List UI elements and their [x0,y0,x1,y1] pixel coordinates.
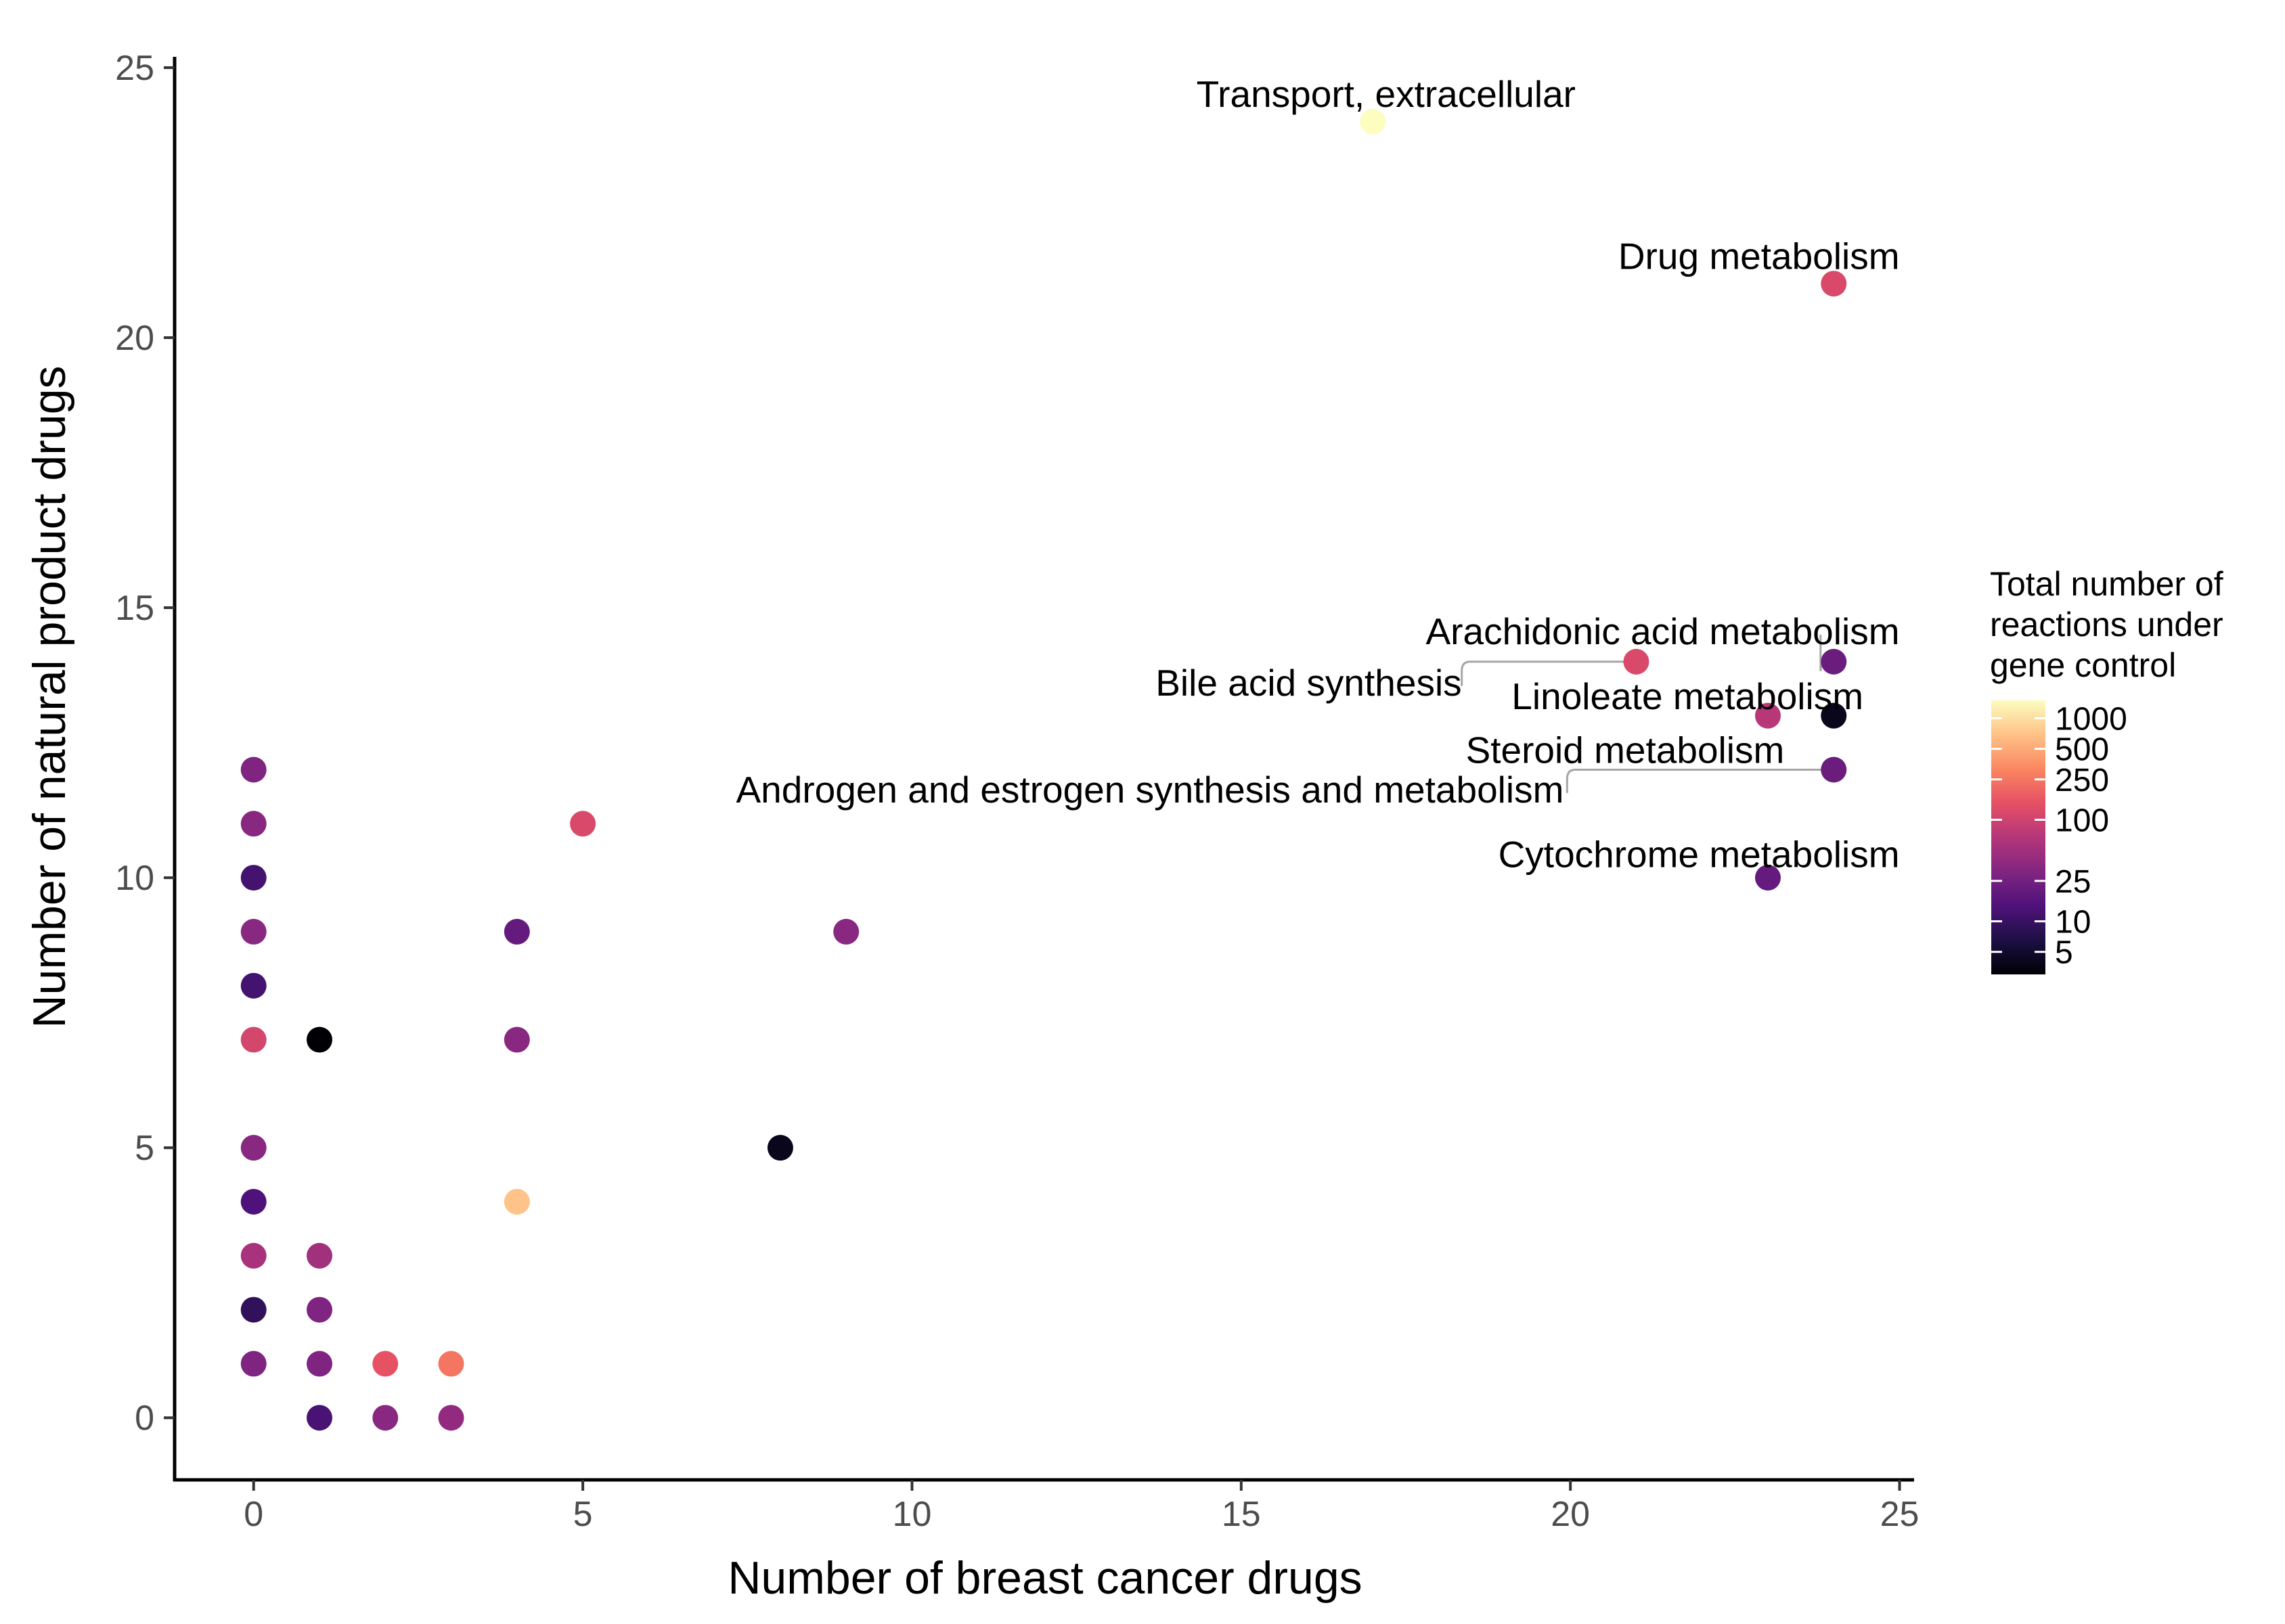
data-point [240,1188,267,1215]
data-point [438,1405,464,1431]
y-tick-label: 10 [115,859,154,898]
data-point [1755,702,1781,729]
data-point [240,1027,267,1053]
point-annotation: Androgen and estrogen synthesis and meta… [736,769,1563,811]
data-point [1360,108,1386,135]
point-annotation: Steroid metabolism [1466,729,1785,771]
data-point [240,1351,267,1377]
data-point [240,811,267,837]
data-point [438,1351,464,1377]
data-point [504,918,530,945]
legend-break-label: 100 [2055,803,2109,838]
x-axis-title: Number of breast cancer drugs [728,1552,1362,1604]
legend-break-label: 500 [2055,732,2109,768]
data-point [307,1405,332,1431]
data-points [240,108,1847,1431]
data-point [372,1405,399,1431]
data-point [1821,757,1847,783]
x-tick-label: 10 [893,1495,932,1534]
y-tick-label: 20 [115,319,154,358]
point-annotation: Bile acid synthesis [1155,662,1461,704]
legend-title-line-3: gene control [1990,646,2176,684]
data-point [570,811,596,837]
data-point [240,865,267,891]
data-point [1821,271,1847,297]
x-tick-label: 0 [244,1495,263,1534]
point-annotation: Cytochrome metabolism [1499,834,1900,876]
legend-colorbar [1991,700,2045,974]
legend-title-line-1: Total number of [1990,565,2223,603]
x-tick-label: 25 [1880,1495,1920,1534]
y-tick-label: 15 [115,589,154,628]
data-point [240,757,267,783]
y-axis-ticks: 0 5 10 15 20 25 [115,49,175,1438]
data-point [240,1135,267,1161]
legend-break-label: 5 [2055,935,2073,971]
data-point [833,918,860,945]
data-point [240,1296,267,1323]
plot-panel: 0 5 10 15 20 25 0 5 10 15 20 25 Transport, extrace… [115,49,1919,1534]
x-axis-ticks: 0 5 10 15 20 25 [244,1480,1919,1534]
data-point [1755,865,1781,891]
data-point [1821,648,1847,675]
point-annotation: Linoleate metabolism [1511,675,1863,717]
data-point [767,1135,793,1161]
y-tick-label: 25 [115,49,154,88]
x-tick-label: 5 [573,1495,593,1534]
data-point [504,1188,530,1215]
legend-break-label: 25 [2055,864,2091,900]
point-annotation: Arachidonic acid metabolism [1425,610,1899,652]
data-point [307,1242,332,1269]
y-tick-label: 0 [135,1399,154,1438]
data-point [504,1027,530,1053]
y-axis-title: Number of natural product drugs [24,366,75,1029]
data-point [372,1351,399,1377]
data-point [240,918,267,945]
data-point [307,1351,332,1377]
color-legend: Total number of reactions under gene con… [1990,565,2223,974]
legend-break-label: 1000 [2055,701,2127,737]
legend-break-label: 10 [2055,905,2091,941]
point-annotations: Transport, extracellular Drug metabolism A… [736,73,1899,876]
data-point [240,1242,267,1269]
x-tick-label: 20 [1551,1495,1590,1534]
data-point [240,972,267,999]
point-annotation: Transport, extracellular [1197,73,1576,115]
y-tick-label: 5 [135,1129,154,1168]
data-point [1623,648,1649,675]
legend-break-label: 250 [2055,763,2109,798]
legend-title-line-2: reactions under [1990,606,2223,644]
point-annotation: Drug metabolism [1618,235,1900,277]
annotation-leader-line [1566,769,1834,793]
data-point [307,1027,332,1053]
annotation-leader-line [1461,660,1637,686]
x-tick-label: 15 [1222,1495,1261,1534]
data-point [307,1296,332,1323]
data-point [1821,702,1847,729]
